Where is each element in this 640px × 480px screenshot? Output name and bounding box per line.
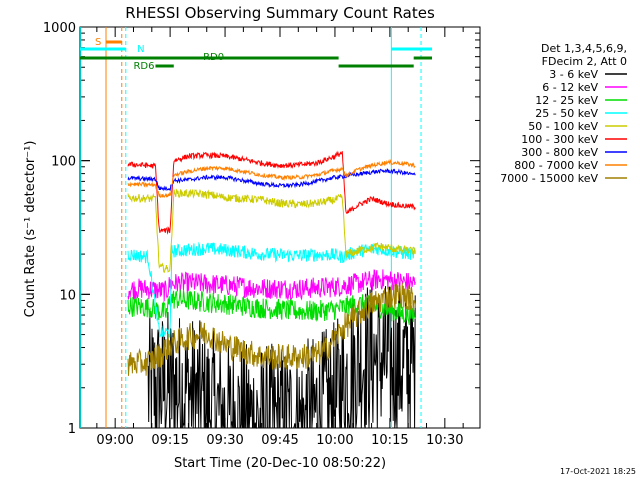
x-tick-label: 09:45 <box>261 433 298 448</box>
y-axis-label: Count Rate (s⁻¹ detector⁻¹) <box>23 141 38 318</box>
legend: Det 1,3,4,5,6,9, FDecim 2, Att 0 3 - 6 k… <box>500 42 627 185</box>
series-line <box>127 168 416 192</box>
legend-entry-label: 7000 - 15000 keV <box>500 172 598 185</box>
series-line <box>127 150 416 235</box>
legend-entry-label: 100 - 300 keV <box>521 133 598 146</box>
series-line <box>127 188 416 274</box>
legend-entry-label: 12 - 25 keV <box>535 94 598 107</box>
x-tick-label: 10:00 <box>316 433 353 448</box>
legend-entry-label: 50 - 100 keV <box>528 120 598 133</box>
y-axis-label-text: Count Rate (s⁻¹ detector⁻¹) <box>23 141 38 318</box>
rd6-label: RD6 <box>133 61 154 72</box>
x-tick-label: 09:15 <box>151 433 188 448</box>
legend-entry-label: 25 - 50 keV <box>535 107 598 120</box>
series-line <box>127 269 416 302</box>
footer-timestamp: 17-Oct-2021 18:25 <box>560 467 636 476</box>
night-label: N <box>137 44 144 55</box>
legend-entry-label: 800 - 7000 keV <box>514 159 598 172</box>
legend-header-line-1: Det 1,3,4,5,6,9, <box>541 42 627 55</box>
x-axis-label: Start Time (20-Dec-10 08:50:22) <box>174 456 386 471</box>
series-line <box>127 158 416 198</box>
series-line <box>127 282 416 376</box>
legend-entry-label: 6 - 12 keV <box>542 81 598 94</box>
x-tick-label: 10:30 <box>426 433 463 448</box>
y-tick-label: 10 <box>59 288 76 303</box>
chart-title: RHESSI Observing Summary Count Rates <box>125 4 435 22</box>
legend-header-line-2: FDecim 2, Att 0 <box>542 55 627 68</box>
x-tick-label: 09:00 <box>96 433 133 448</box>
series-line <box>127 289 416 326</box>
y-tick-label: 1 <box>68 422 76 437</box>
y-tick-label: 100 <box>51 155 76 170</box>
x-tick-label: 09:30 <box>206 433 243 448</box>
saa-label: S <box>95 37 101 48</box>
rd0-label: RD0 <box>203 52 224 63</box>
y-tick-label: 1000 <box>43 21 76 36</box>
legend-entry-label: 3 - 6 keV <box>549 68 598 81</box>
legend-entry-label: 300 - 800 keV <box>521 146 598 159</box>
x-tick-label: 10:15 <box>371 433 408 448</box>
